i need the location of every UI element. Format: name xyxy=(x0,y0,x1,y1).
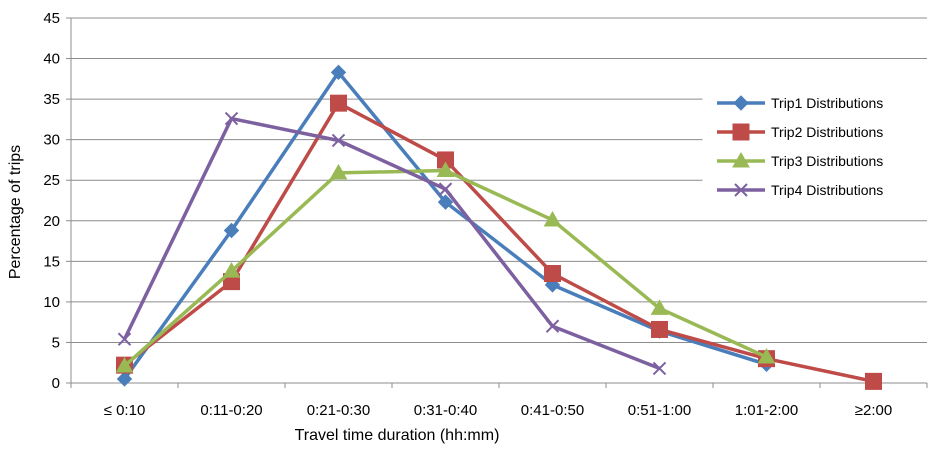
y-tick-label: 35 xyxy=(43,91,60,108)
y-tick-label: 5 xyxy=(52,334,60,351)
legend-item: Trip1 Distributions xyxy=(717,95,883,111)
data-point xyxy=(757,348,776,364)
x-tick-label: 0:51-1:00 xyxy=(628,402,691,419)
legend-marker xyxy=(734,183,748,197)
data-point xyxy=(650,299,669,315)
legend-label: Trip2 Distributions xyxy=(771,124,883,140)
y-tick-label: 0 xyxy=(52,375,60,392)
legend-label: Trip1 Distributions xyxy=(771,95,883,111)
y-tick-label: 20 xyxy=(43,213,60,230)
x-tick-label: 0:21-0:30 xyxy=(307,402,370,419)
data-point xyxy=(544,265,561,282)
gridlines xyxy=(71,17,927,343)
legend-item: Trip4 Distributions xyxy=(717,182,883,198)
data-point xyxy=(652,361,667,376)
legend-item: Trip2 Distributions xyxy=(717,123,883,141)
y-tick-label: 25 xyxy=(43,172,60,189)
x-tick-label: ≥2:00 xyxy=(855,402,892,419)
data-point xyxy=(117,332,132,346)
series-3 xyxy=(115,161,776,373)
series-line xyxy=(122,116,661,371)
series-1 xyxy=(116,64,775,387)
data-point xyxy=(223,222,240,239)
data-point xyxy=(651,320,668,338)
y-axis-title: Percentage of trips xyxy=(7,145,24,279)
y-tick-label: 15 xyxy=(43,253,60,270)
y-tick-label: 45 xyxy=(43,10,60,27)
y-tick-label: 30 xyxy=(43,132,60,149)
legend-marker xyxy=(733,95,749,111)
legend-label: Trip4 Distributions xyxy=(771,182,883,198)
legend-item: Trip3 Distributions xyxy=(717,151,883,169)
x-tick-label: 0:31-0:40 xyxy=(414,402,477,419)
data-point xyxy=(865,372,882,390)
data-point xyxy=(545,319,560,333)
legend-marker xyxy=(732,123,750,141)
x-axis-ticks: ≤ 0:10 0:11-0:20 0:21-0:30 0:31-0:40 0:41-0:… xyxy=(70,383,928,419)
y-tick-label: 10 xyxy=(43,294,60,311)
legend-marker xyxy=(732,151,750,168)
data-point xyxy=(222,262,241,278)
data-point xyxy=(436,161,455,177)
series-4 xyxy=(117,111,667,376)
x-tick-label: 0:41-0:50 xyxy=(521,402,584,419)
data-point xyxy=(330,94,347,112)
series-line xyxy=(123,101,874,384)
data-point xyxy=(115,356,134,373)
legend: Trip1 Distributions Trip2 Distributions Tr… xyxy=(702,79,932,207)
data-point xyxy=(331,133,346,148)
x-axis-title: Travel time duration (hh:mm) xyxy=(295,427,500,444)
data-series xyxy=(115,64,882,390)
y-tick-label: 40 xyxy=(43,51,60,68)
data-point xyxy=(116,371,133,387)
data-point xyxy=(438,182,453,196)
data-point xyxy=(224,111,239,126)
data-point xyxy=(543,210,562,227)
data-point xyxy=(329,163,348,180)
data-point xyxy=(437,194,454,210)
data-point xyxy=(330,64,347,81)
legend-label: Trip3 Distributions xyxy=(771,153,883,169)
x-tick-label: 0:11-0:20 xyxy=(200,402,262,419)
x-tick-label: 1:01-2:00 xyxy=(735,402,798,419)
x-tick-label: ≤ 0:10 xyxy=(104,402,146,419)
y-axis-ticks: 0 5 10 15 20 25 30 35 40 45 xyxy=(43,10,71,392)
